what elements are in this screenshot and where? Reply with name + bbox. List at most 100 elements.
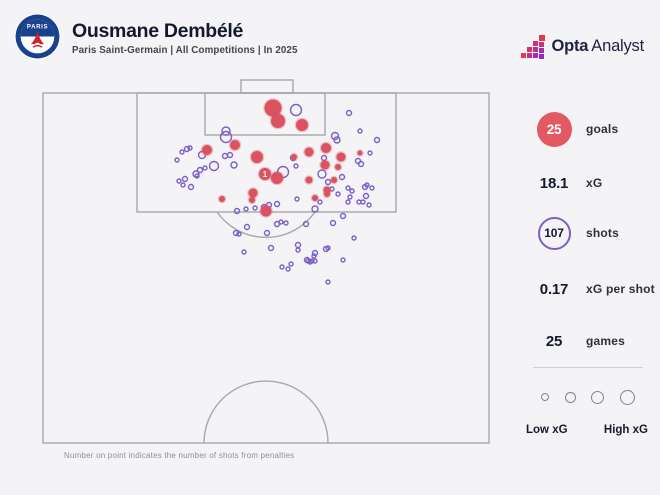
- shot-marker: [340, 257, 346, 263]
- shot-marker: [243, 206, 249, 212]
- shot-marker: [233, 207, 241, 215]
- stat-games: 25 games: [526, 330, 656, 352]
- shot-marker: [174, 157, 180, 163]
- shots-count-badge: 107: [537, 216, 571, 250]
- shot-marker: [360, 199, 366, 205]
- shots-label: shots: [586, 226, 620, 240]
- shot-marker: [293, 163, 299, 169]
- opta-analyst-logo: Opta Analyst: [521, 34, 644, 59]
- shot-marker: [338, 173, 346, 181]
- shot-marker: [294, 241, 302, 249]
- shot-marker: [357, 160, 365, 168]
- shot-marker: [335, 191, 341, 197]
- goals-label: goals: [586, 122, 619, 136]
- shot-marker: [219, 130, 233, 144]
- xg-size-legend-circle: [564, 391, 576, 403]
- shot-marker: [243, 223, 251, 231]
- penalty-goal-marker: [257, 166, 273, 182]
- goal-marker: [319, 141, 333, 155]
- goals-count-badge: 25: [536, 111, 572, 147]
- shot-marker: [325, 245, 331, 251]
- shot-marker: [263, 229, 271, 237]
- games-value: 25: [545, 332, 563, 350]
- goal-marker: [319, 159, 331, 171]
- goal-marker: [249, 149, 265, 165]
- shot-marker: [187, 145, 193, 151]
- psg-crest-icon: PARIS: [14, 13, 61, 60]
- legend-high-xg-label: High xG: [603, 424, 648, 436]
- shot-marker: [180, 182, 186, 188]
- stat-goals: 25 goals: [526, 111, 656, 147]
- shot-marker: [294, 196, 300, 202]
- sidebar-divider: [533, 367, 643, 368]
- goal-marker: [200, 143, 214, 157]
- goal-marker: [294, 117, 310, 133]
- shot-marker: [179, 149, 185, 155]
- shot-marker: [357, 128, 363, 134]
- xg-size-legend-circle: [619, 389, 635, 405]
- shot-marker: [230, 161, 238, 169]
- brand-analyst: Analyst: [591, 37, 644, 55]
- shot-marker: [289, 103, 303, 117]
- page-title: Ousmane Dembélé: [72, 20, 244, 42]
- shot-marker: [364, 182, 370, 188]
- shot-marker: [236, 231, 242, 237]
- legend-low-xg-label: Low xG: [526, 424, 568, 436]
- goal-marker: [247, 195, 257, 205]
- xg-per-shot-label: xG per shot: [586, 282, 655, 296]
- shot-marker: [366, 202, 372, 208]
- goal-marker: [289, 152, 299, 162]
- goal-marker: [322, 189, 332, 199]
- shot-marker: [221, 126, 231, 136]
- goal-marker: [228, 138, 242, 152]
- shot-marker: [302, 220, 310, 228]
- stat-shots: 107 shots: [526, 215, 656, 251]
- shot-marker: [320, 154, 328, 162]
- shot-marker: [176, 178, 182, 184]
- shot-marker: [285, 266, 291, 272]
- goal-marker: [304, 175, 314, 185]
- brand-name: Opta Analyst: [551, 37, 644, 56]
- shot-marker: [208, 160, 220, 172]
- shot-marker: [202, 165, 208, 171]
- shot-marker: [309, 258, 315, 264]
- page-subtitle: Paris Saint-Germain | All Competitions |…: [72, 45, 298, 56]
- shot-marker: [339, 212, 347, 220]
- shot-marker: [354, 157, 362, 165]
- goal-marker: [303, 146, 315, 158]
- pitch-outline: [42, 92, 490, 444]
- shot-marker: [232, 229, 240, 237]
- xg-legend-labels: Low xG High xG: [526, 424, 648, 436]
- shot-marker: [295, 247, 301, 253]
- shot-marker: [252, 205, 258, 211]
- stat-xg: 18.1 xG: [526, 172, 656, 194]
- footnote: Number on point indicates the number of …: [64, 451, 295, 460]
- goal-marker: [269, 112, 287, 130]
- shot-marker: [317, 199, 323, 205]
- goal-marker: [335, 151, 347, 163]
- crest-paris-text: PARIS: [27, 23, 48, 30]
- shot-marker: [197, 150, 207, 160]
- shot-marker: [276, 165, 290, 179]
- centre-circle: [203, 380, 329, 444]
- shot-marker: [311, 249, 319, 257]
- shot-marker: [317, 169, 327, 179]
- games-label: games: [586, 334, 626, 348]
- shot-marker: [324, 178, 332, 186]
- goal-frame: [240, 79, 294, 94]
- shot-marker: [349, 188, 355, 194]
- shot-marker: [329, 219, 337, 227]
- shot-marker: [367, 150, 373, 156]
- shot-marker: [330, 131, 340, 141]
- shot-marker: [288, 261, 294, 267]
- goal-marker: [329, 175, 339, 185]
- shot-marker: [273, 200, 281, 208]
- shot-marker: [311, 253, 317, 259]
- penalty-count-label: 1: [263, 170, 268, 179]
- goal-marker: [217, 194, 227, 204]
- shot-marker: [311, 205, 319, 213]
- shot-marker: [196, 166, 204, 174]
- shot-marker: [362, 192, 370, 200]
- shot-marker: [226, 151, 234, 159]
